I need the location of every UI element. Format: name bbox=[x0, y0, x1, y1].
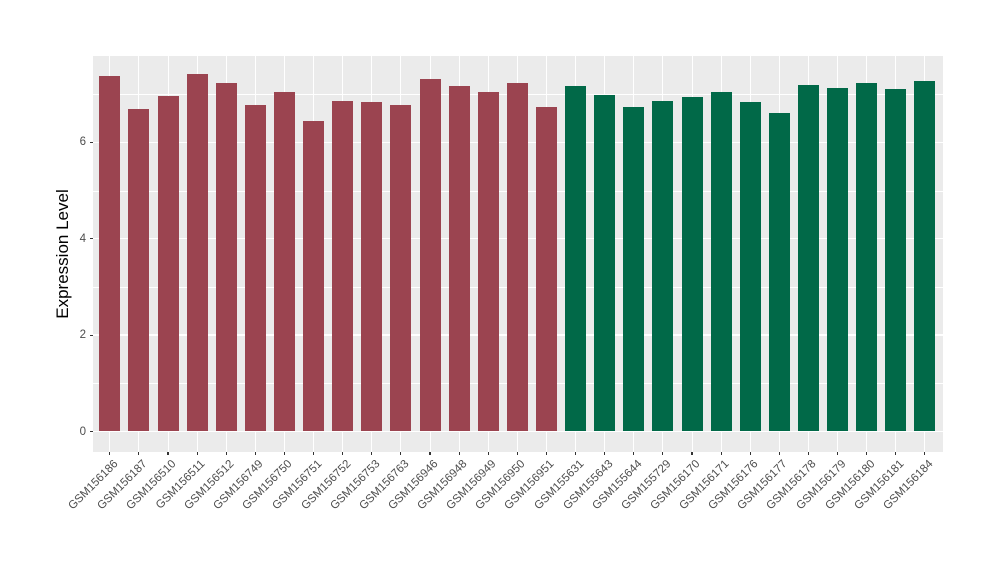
bar bbox=[739, 102, 761, 432]
y-axis-tick bbox=[89, 334, 93, 336]
y-tick-label: 6 bbox=[79, 136, 86, 149]
bar bbox=[99, 76, 121, 432]
bar bbox=[244, 105, 266, 432]
bar bbox=[477, 91, 499, 432]
bar bbox=[797, 84, 819, 432]
bar bbox=[332, 100, 354, 432]
x-axis-tick bbox=[167, 452, 169, 455]
bar bbox=[885, 88, 907, 432]
x-axis-tick bbox=[458, 452, 460, 455]
bar bbox=[594, 94, 616, 432]
x-axis-tick bbox=[691, 452, 693, 455]
x-axis-tick bbox=[196, 452, 198, 455]
x-axis-tick bbox=[283, 452, 286, 455]
x-axis-tick bbox=[778, 452, 780, 455]
bar bbox=[681, 96, 703, 432]
bar bbox=[419, 78, 441, 432]
x-axis-tick bbox=[429, 452, 431, 455]
y-tick-label: 4 bbox=[79, 232, 86, 245]
y-tick-label: 2 bbox=[79, 329, 86, 342]
bar bbox=[273, 91, 295, 432]
bar bbox=[215, 82, 237, 432]
x-axis-tick bbox=[924, 452, 926, 455]
x-axis-tick bbox=[312, 452, 315, 455]
x-axis-tick bbox=[720, 452, 722, 455]
x-axis-tick bbox=[662, 452, 664, 455]
x-axis-tick bbox=[342, 452, 344, 455]
bar bbox=[710, 91, 732, 432]
bar bbox=[186, 73, 208, 432]
bar bbox=[390, 104, 412, 432]
major-gridline bbox=[93, 430, 943, 433]
bar bbox=[652, 101, 674, 432]
x-axis-tick bbox=[516, 452, 518, 455]
bar bbox=[565, 85, 587, 432]
x-axis-tick bbox=[138, 452, 140, 455]
x-axis-tick bbox=[836, 452, 839, 455]
x-axis-tick bbox=[545, 452, 548, 455]
bar bbox=[535, 107, 557, 432]
y-axis-tick bbox=[89, 430, 93, 433]
y-axis-tick bbox=[89, 141, 93, 143]
x-axis-tick bbox=[109, 452, 111, 455]
x-axis-tick bbox=[574, 452, 577, 455]
x-axis-tick bbox=[895, 452, 897, 455]
x-axis-tick bbox=[604, 452, 606, 455]
bar bbox=[157, 95, 179, 432]
x-axis-tick bbox=[254, 452, 256, 455]
bar bbox=[361, 101, 383, 432]
bar bbox=[303, 121, 325, 432]
y-axis-title: Expression Level bbox=[53, 189, 72, 319]
bar bbox=[506, 83, 528, 432]
bar bbox=[128, 109, 150, 432]
x-axis-tick bbox=[400, 452, 402, 455]
bar bbox=[827, 87, 849, 432]
x-axis-tick bbox=[807, 452, 810, 455]
bar bbox=[914, 81, 936, 432]
y-tick-label: 0 bbox=[79, 425, 86, 438]
bar bbox=[623, 106, 645, 432]
x-axis-tick bbox=[749, 452, 751, 455]
bar bbox=[768, 113, 790, 432]
x-axis-tick bbox=[371, 452, 373, 455]
x-axis-tick bbox=[225, 452, 227, 455]
x-axis-tick bbox=[487, 452, 489, 455]
y-axis-tick bbox=[89, 238, 93, 240]
bar bbox=[856, 83, 878, 432]
x-axis-tick bbox=[633, 452, 635, 455]
x-axis-tick bbox=[866, 452, 868, 455]
bar bbox=[448, 85, 470, 432]
